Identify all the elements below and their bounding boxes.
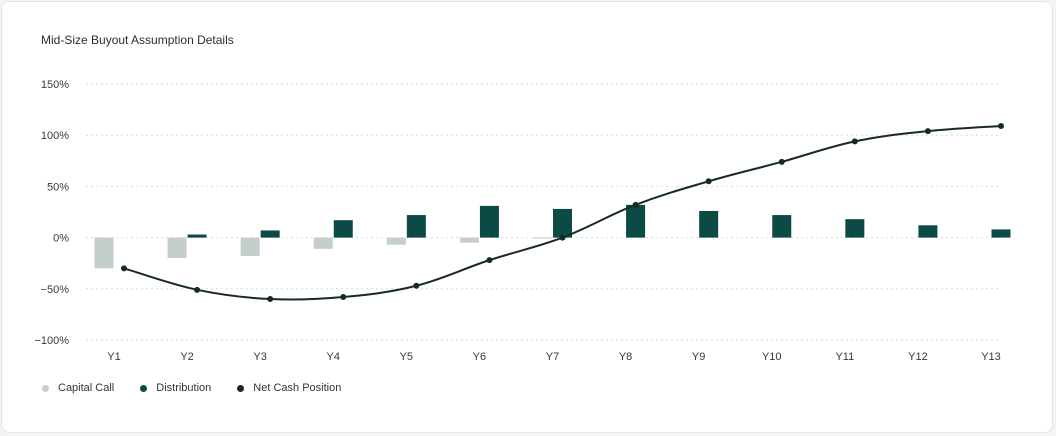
y-tick-label: −100%	[34, 335, 69, 347]
x-tick-label: Y3	[253, 351, 266, 363]
x-tick-label: Y8	[619, 351, 632, 363]
net-cash-point	[121, 265, 127, 272]
distribution-bar	[333, 220, 353, 238]
x-tick-label: Y13	[981, 351, 1001, 363]
distribution-bar	[918, 225, 938, 238]
capital-call-bar	[459, 237, 479, 243]
net-cash-point	[632, 201, 639, 208]
net-cash-point	[705, 178, 712, 185]
legend-item-capital-call[interactable]: Capital Call	[42, 382, 114, 394]
x-tick-label: Y11	[835, 351, 854, 363]
legend-net-cash-label: Net Cash Position	[253, 382, 342, 394]
net-cash-point	[559, 234, 566, 241]
y-tick-label: 0%	[53, 233, 69, 245]
x-tick-label: Y6	[473, 351, 486, 363]
x-tick-label: Y10	[762, 351, 782, 363]
y-tick-label: 50%	[47, 181, 69, 193]
capital-call-bar	[533, 237, 552, 239]
distribution-bar	[260, 230, 280, 238]
net-cash-point	[267, 296, 274, 303]
net-cash-point	[998, 122, 1004, 129]
capital-call-bar	[313, 237, 333, 249]
distribution-bar	[699, 210, 719, 238]
distribution-bar	[187, 234, 207, 238]
legend-item-distribution[interactable]: Distribution	[140, 382, 211, 394]
chart-title: Mid-Size Buyout Assumption Details	[41, 33, 234, 47]
chart-legend: Capital Call Distribution Net Cash Posit…	[42, 382, 341, 394]
distribution-bar	[626, 204, 646, 238]
net-cash-point	[413, 282, 420, 289]
y-tick-label: −50%	[41, 284, 70, 296]
distribution-bar	[845, 219, 865, 238]
x-tick-label: Y9	[692, 351, 705, 363]
capital-call-bar	[167, 237, 187, 259]
distribution-bar	[553, 208, 572, 238]
legend-item-net-cash-position[interactable]: Net Cash Position	[237, 382, 341, 394]
distribution-bar	[772, 215, 792, 238]
net-cash-point	[194, 286, 201, 293]
net-cash-point	[340, 293, 347, 300]
net-cash-point	[851, 138, 858, 145]
legend-capital-call-dot	[42, 384, 49, 392]
capital-call-bar	[240, 237, 260, 257]
legend-distribution-label: Distribution	[156, 382, 212, 394]
y-tick-label: 100%	[41, 130, 69, 142]
x-tick-label: Y5	[400, 351, 413, 363]
distribution-bar	[991, 229, 1011, 238]
legend-capital-call-label: Capital Call	[58, 382, 115, 394]
y-tick-label: 150%	[41, 79, 69, 91]
distribution-bar	[406, 215, 426, 238]
net-cash-point	[486, 257, 493, 264]
legend-net-cash-dot	[237, 384, 245, 392]
x-tick-label: Y1	[107, 351, 120, 363]
x-tick-label: Y12	[908, 351, 928, 363]
distribution-bar	[479, 205, 499, 238]
x-tick-label: Y7	[546, 351, 559, 363]
x-tick-label: Y4	[327, 351, 340, 363]
legend-distribution-dot	[140, 384, 148, 392]
net-cash-point	[778, 158, 785, 165]
capital-call-bar	[386, 237, 406, 245]
net-cash-point	[924, 128, 931, 135]
capital-call-bar	[94, 237, 114, 269]
x-tick-label: Y2	[180, 351, 193, 363]
